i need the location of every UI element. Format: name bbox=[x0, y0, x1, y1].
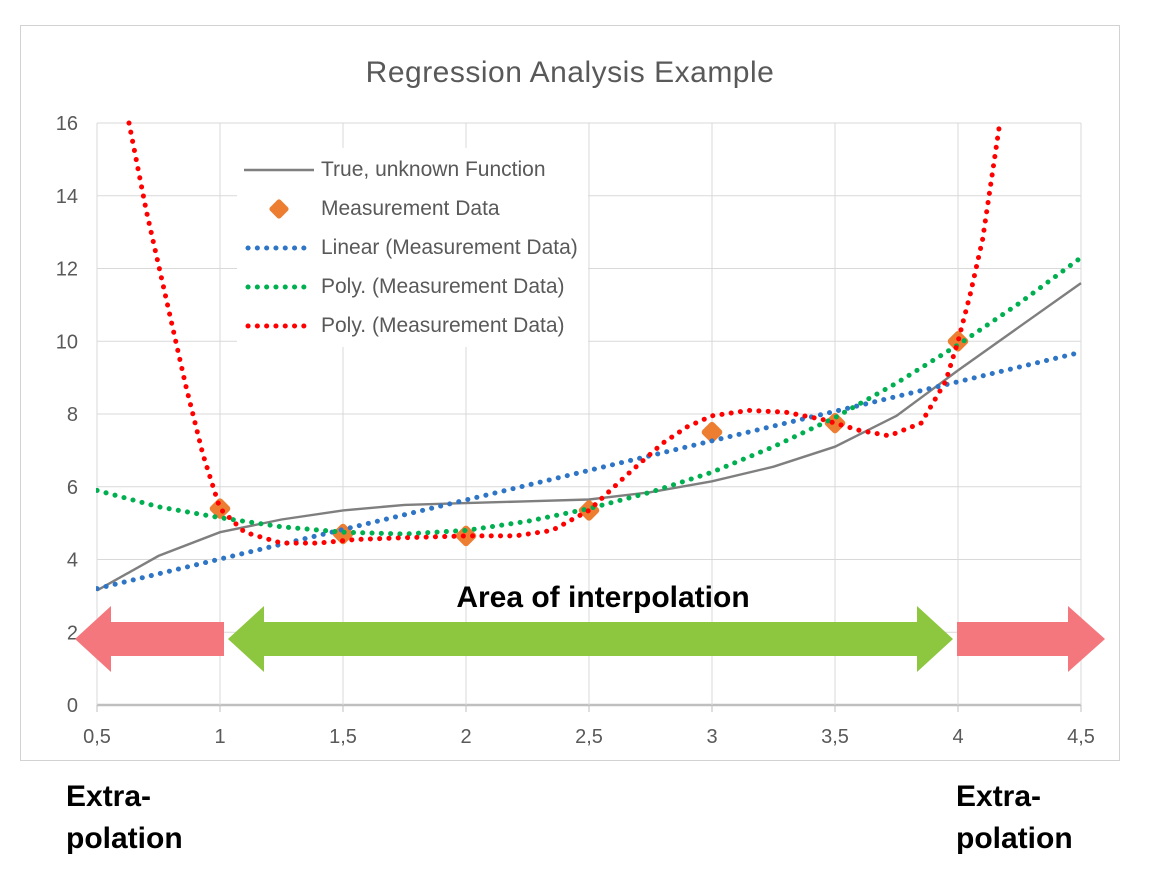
x-tick-label: 4 bbox=[952, 726, 963, 748]
x-tick-label: 2 bbox=[460, 726, 471, 748]
measurement-point bbox=[209, 498, 231, 519]
extrapolation-label-left-line2: polation bbox=[66, 822, 183, 855]
legend-diamond-marker bbox=[243, 196, 315, 222]
legend-item: Poly. (Measurement Data) bbox=[243, 267, 578, 306]
series-group bbox=[96, 120, 1082, 592]
legend-item: Measurement Data bbox=[243, 189, 578, 228]
y-tick-label: 10 bbox=[56, 331, 78, 353]
measurement-point bbox=[824, 412, 846, 434]
interpolation-area-label: Area of interpolation bbox=[456, 581, 750, 614]
extrapolation-label-right: Extra- polation bbox=[956, 776, 1073, 860]
plot-area: 0 2 4 6 8 10 12 14 16 0,5 1 1,5 2 2,5 3 3,5 4 4,5 bbox=[56, 113, 1105, 748]
extrapolation-arrow-left bbox=[75, 606, 224, 672]
legend-item-label: Poly. (Measurement Data) bbox=[321, 313, 565, 337]
legend-item: Linear (Measurement Data) bbox=[243, 228, 578, 267]
chart-frame: Regression Analysis Example 0 2 4 6 8 10 12 14 1… bbox=[20, 25, 1120, 761]
y-tick-label: 8 bbox=[67, 404, 78, 426]
y-tick-label: 12 bbox=[56, 259, 78, 281]
trendline-curve bbox=[126, 120, 1003, 546]
legend-item-label: Measurement Data bbox=[321, 196, 500, 220]
legend-dotted-line-marker bbox=[243, 282, 315, 292]
x-tick-label: 3 bbox=[706, 726, 717, 748]
extrapolation-label-left-line1: Extra- bbox=[66, 780, 152, 813]
y-tick-label: 6 bbox=[67, 477, 78, 499]
y-tick-label: 16 bbox=[56, 113, 78, 135]
trendline-curve bbox=[96, 349, 1082, 592]
interpolation-arrow bbox=[228, 606, 953, 672]
legend-dotted-line-marker bbox=[243, 243, 315, 253]
legend-item-label: Poly. (Measurement Data) bbox=[321, 274, 565, 298]
legend-solid-line-marker bbox=[243, 165, 315, 175]
extrapolation-label-right-line1: Extra- bbox=[956, 780, 1042, 813]
legend-item: True, unknown Function bbox=[243, 150, 578, 189]
y-tick-label: 14 bbox=[56, 186, 78, 208]
measurement-point bbox=[701, 421, 723, 443]
extrapolation-arrow-right bbox=[957, 606, 1105, 672]
y-tick-label: 4 bbox=[67, 550, 78, 572]
x-tick-label: 2,5 bbox=[575, 726, 603, 748]
x-tick-label: 0,5 bbox=[83, 726, 111, 748]
legend-dotted-line-marker bbox=[243, 321, 315, 331]
extrapolation-label-right-line2: polation bbox=[956, 822, 1073, 855]
chart-title: Regression Analysis Example bbox=[365, 56, 775, 89]
x-tick-label: 1 bbox=[214, 726, 225, 748]
legend-item-label: True, unknown Function bbox=[321, 157, 546, 181]
y-tick-label: 2 bbox=[67, 622, 78, 644]
measurement-point bbox=[947, 331, 969, 352]
y-tick-label: 0 bbox=[67, 695, 78, 717]
measurement-point bbox=[455, 525, 477, 547]
x-tick-label: 4,5 bbox=[1067, 726, 1095, 748]
extrapolation-label-left: Extra- polation bbox=[66, 776, 183, 860]
x-tick-label: 3,5 bbox=[821, 726, 849, 748]
legend-item-label: Linear (Measurement Data) bbox=[321, 235, 578, 259]
legend-item: Poly. (Measurement Data) bbox=[243, 306, 578, 345]
legend: True, unknown Function Measurement Data Li… bbox=[237, 148, 588, 347]
x-tick-label: 1,5 bbox=[329, 726, 357, 748]
trendline-curve bbox=[96, 255, 1082, 537]
